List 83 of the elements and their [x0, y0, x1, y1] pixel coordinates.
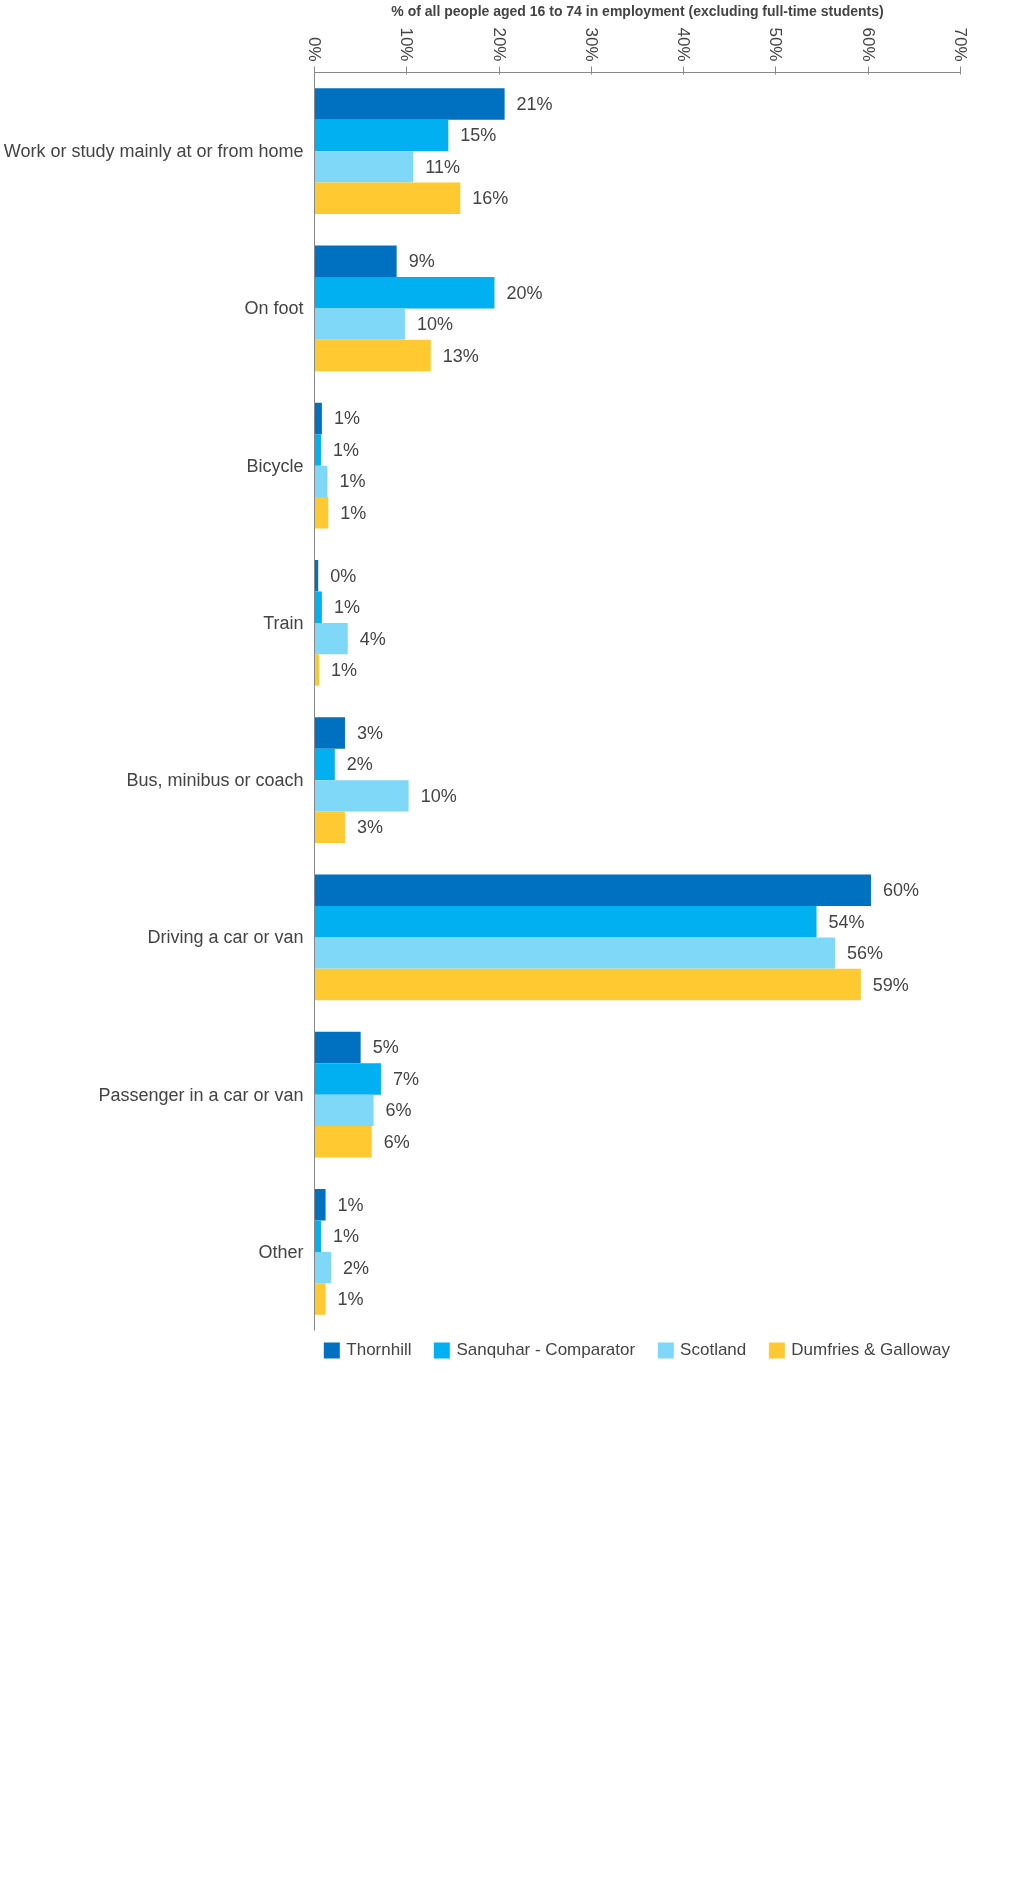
y-tick-label: On foot [244, 298, 304, 319]
bar [314, 874, 871, 906]
bar [314, 308, 405, 340]
bar [314, 811, 345, 844]
data-label: 59% [872, 974, 909, 995]
data-label: 1% [333, 408, 360, 429]
data-label: 1% [337, 1194, 364, 1215]
x-tick-label: 50% [766, 27, 786, 62]
data-label: 56% [846, 943, 884, 964]
legend-label: Scotland [680, 1340, 747, 1360]
bar [314, 622, 348, 655]
bar [314, 88, 505, 120]
data-label: 1% [332, 1226, 359, 1247]
bar [314, 937, 835, 969]
bar [314, 1283, 326, 1315]
bar [314, 1126, 372, 1158]
data-label: 1% [340, 502, 367, 523]
data-label: 1% [337, 1289, 364, 1310]
bar [314, 119, 449, 152]
data-label: 13% [442, 345, 479, 366]
bar [314, 276, 495, 309]
data-label: 2% [343, 1257, 370, 1278]
bar [314, 1251, 332, 1284]
bar [314, 402, 322, 435]
data-label: 16% [472, 188, 509, 209]
y-tick-label: Passenger in a car or van [98, 1084, 304, 1105]
data-label: 1% [332, 439, 359, 460]
bar [314, 465, 328, 498]
x-tick-label: 10% [397, 27, 417, 62]
bar [314, 780, 409, 812]
bar [314, 1063, 381, 1095]
x-tick-label: 0% [305, 36, 324, 62]
bar [314, 1031, 361, 1064]
data-label: 9% [408, 251, 435, 272]
bar [314, 245, 397, 277]
y-tick-label: Driving a car or van [147, 927, 304, 948]
bar [314, 497, 329, 529]
data-label: 0% [330, 565, 357, 586]
bar [314, 968, 861, 1001]
x-tick-label: 30% [581, 27, 601, 62]
bar [314, 1188, 326, 1221]
data-label: 11% [425, 156, 460, 177]
x-axis-title: % of all people aged 16 to 74 in employment (excluding full-time students) [391, 3, 884, 20]
x-tick-label: 60% [858, 27, 878, 62]
bar [314, 717, 345, 749]
bar [314, 1094, 374, 1127]
data-label: 10% [416, 314, 453, 335]
y-tick-label: Train [263, 612, 304, 633]
legend-label: Thornhill [346, 1340, 412, 1360]
data-label: 54% [828, 911, 865, 932]
x-tick-label: 40% [674, 27, 694, 62]
bar [314, 748, 335, 781]
data-label: 15% [460, 125, 497, 146]
data-label: 3% [356, 817, 383, 838]
bar [314, 151, 414, 183]
y-tick-label: Bicycle [246, 455, 304, 476]
data-label: 1% [331, 660, 358, 681]
legend-label: Dumfries & Galloway [791, 1340, 950, 1360]
data-label: 2% [346, 754, 373, 775]
bar [314, 182, 461, 215]
y-tick-label: Work or study mainly at or from home [3, 141, 304, 162]
data-label: 6% [385, 1100, 412, 1121]
y-tick-label: Other [258, 1241, 304, 1262]
data-label: 6% [383, 1131, 410, 1152]
data-label: 21% [516, 93, 553, 114]
bar [314, 591, 322, 623]
data-label: 20% [506, 282, 543, 303]
bar [314, 1220, 321, 1252]
data-label: 4% [359, 628, 386, 649]
data-label: 60% [882, 880, 920, 901]
bar [314, 434, 321, 466]
x-tick-label: 20% [489, 27, 509, 62]
data-label: 5% [372, 1037, 399, 1058]
data-label: 7% [392, 1068, 419, 1089]
bar [314, 905, 817, 938]
data-label: 10% [420, 785, 457, 806]
x-tick-label: 70% [951, 27, 970, 62]
data-label: 3% [356, 722, 383, 743]
y-tick-label: Bus, minibus or coach [126, 770, 304, 791]
bar [314, 339, 431, 372]
data-label: 1% [339, 471, 366, 492]
data-label: 1% [333, 597, 360, 618]
legend-label: Sanquhar - Comparator [456, 1340, 636, 1360]
